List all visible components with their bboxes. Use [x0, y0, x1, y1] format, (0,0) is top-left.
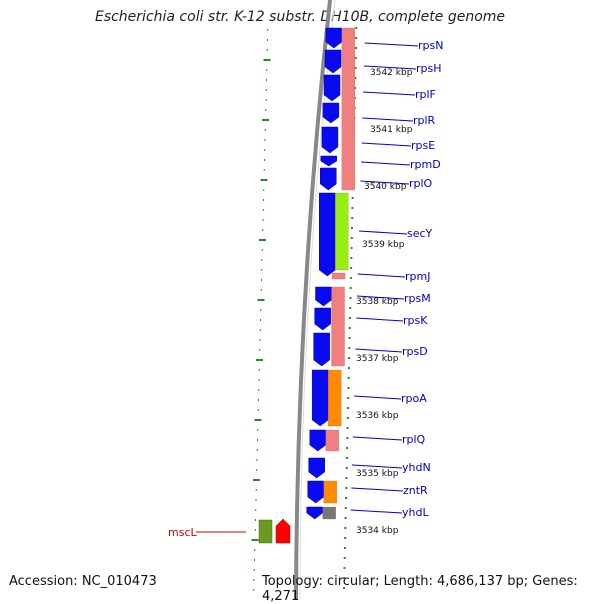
gene-label: yhdN: [402, 461, 431, 474]
cog-bar: [335, 192, 349, 271]
mscL-label: mscL: [168, 526, 197, 539]
cds-arrow: [311, 369, 329, 427]
gene-leader-line: [363, 65, 417, 70]
gene-label: rpsH: [416, 62, 442, 75]
gene-label: rpsM: [404, 292, 431, 305]
accession-text: Accession: NC_010473: [9, 574, 157, 589]
gene-leader-line: [355, 348, 403, 353]
gene-leader-line: [353, 395, 402, 400]
gene-label: yhdL: [402, 506, 429, 519]
cog-bar: [323, 480, 337, 504]
cds-arrow: [309, 429, 327, 452]
gene-leader-line: [352, 436, 403, 441]
cds-arrow: [320, 167, 337, 191]
cds-arrow: [322, 102, 340, 124]
gene-label: rpoA: [401, 392, 427, 405]
gene-label: zntR: [403, 484, 428, 497]
cds-arrow: [314, 307, 331, 331]
gene-label: rplQ: [402, 433, 426, 446]
cds-arrow: [313, 332, 330, 367]
genome-title: Escherichia coli str. K-12 substr. DH10B…: [94, 9, 506, 25]
gene-label: secY: [407, 227, 433, 240]
gene-label: rpmD: [410, 158, 441, 171]
cog-bar: [325, 429, 339, 452]
gene-leader-line: [363, 91, 416, 96]
gene-label: rpsD: [402, 345, 428, 358]
mscL-cds-arrow: [275, 518, 291, 544]
kbp-label: 3542 kbp: [370, 68, 413, 78]
gene-label: rplO: [409, 177, 433, 190]
cds-arrow: [324, 49, 342, 74]
kbp-label: 3538 kbp: [356, 297, 399, 307]
cog-bar: [322, 506, 336, 520]
mscL-cog-bar: [258, 519, 273, 544]
gene-label: rplF: [415, 88, 436, 101]
cds-arrow: [306, 506, 323, 520]
cds-arrow: [315, 286, 332, 307]
gene-label: rpsN: [418, 39, 443, 52]
gene-leader-line: [350, 509, 403, 514]
cds-arrow: [321, 126, 339, 154]
kbp-label: 3540 kbp: [364, 182, 407, 192]
gene-leader-line: [361, 161, 411, 166]
cds-arrow: [319, 192, 336, 277]
cds-arrow: [307, 480, 325, 504]
kbp-label: 3541 kbp: [370, 125, 413, 135]
cog-bar: [341, 27, 356, 191]
gene-label: rpsK: [403, 314, 428, 327]
gene-leader-line: [360, 180, 410, 185]
cog-bar: [331, 286, 345, 367]
cds-arrow: [320, 155, 338, 167]
genome-backbone: [294, 0, 332, 600]
kbp-label: 3537 kbp: [356, 354, 399, 364]
gene-leader-line: [364, 42, 419, 47]
cog-bar: [328, 369, 342, 427]
gene-leader-line: [351, 464, 403, 469]
cds-arrow: [308, 457, 325, 479]
cds-arrow: [323, 74, 341, 102]
gene-leader-line: [356, 317, 404, 322]
gene-leader-line: [351, 487, 404, 492]
gene-leader-line: [358, 230, 408, 235]
gene-label: rpsE: [411, 139, 435, 152]
cog-bar: [331, 272, 346, 280]
gene-leader-line: [356, 295, 405, 300]
gene-label: rplR: [413, 114, 436, 127]
gene-leader-line: [362, 117, 414, 122]
gene-label: rpmJ: [405, 270, 430, 283]
kbp-label: 3539 kbp: [362, 240, 405, 250]
kbp-label: 3535 kbp: [356, 469, 399, 479]
gene-leader-line: [361, 142, 412, 147]
kbp-label: 3534 kbp: [356, 526, 399, 536]
cds-arrow: [325, 27, 343, 49]
gene-leader-line: [357, 273, 406, 278]
kbp-label: 3536 kbp: [356, 411, 399, 421]
